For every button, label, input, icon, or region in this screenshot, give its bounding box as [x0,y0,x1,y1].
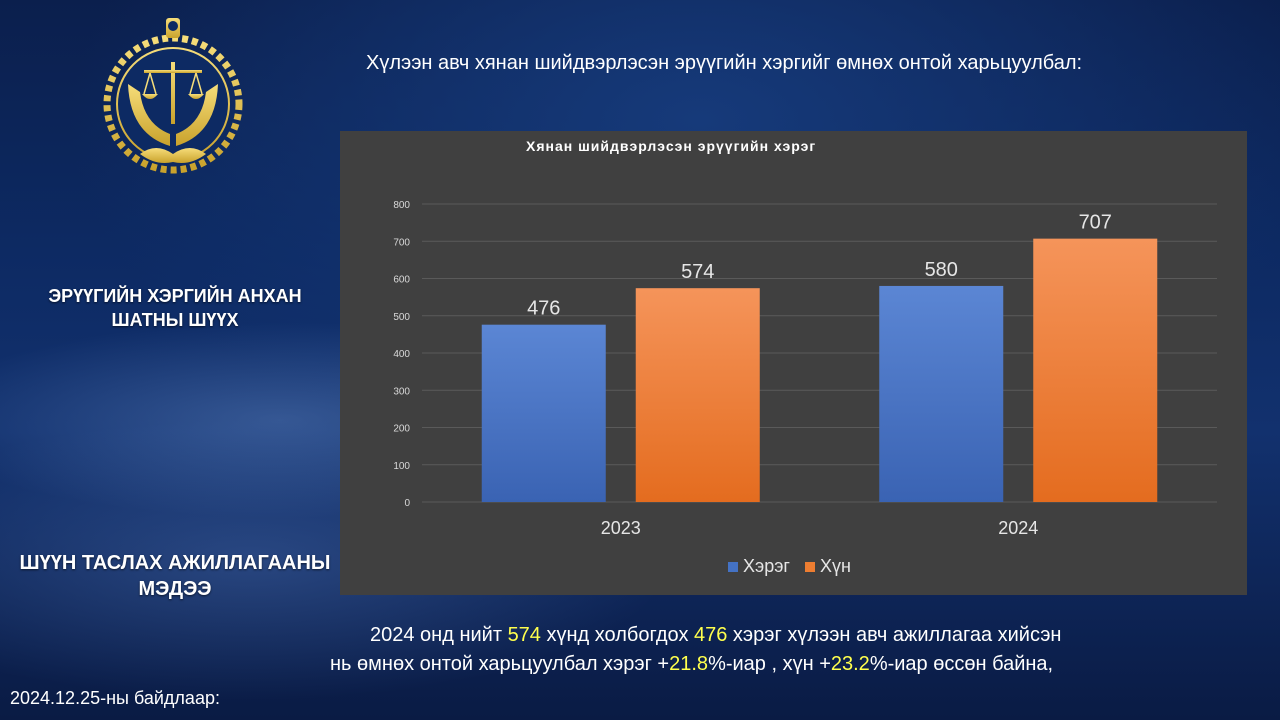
people-growth: 23.2 [830,653,870,675]
x-category-label: 2023 [601,518,641,538]
legend-swatch [728,562,738,572]
bar-хүн [635,288,760,502]
y-tick-label: 800 [393,200,410,211]
summary-part: хүнд холбогдох [540,624,694,646]
summary-part: 2024 онд нийт [370,624,508,646]
legend-label: Хүн [820,556,851,576]
chart-title: Хянан шийдвэрлэсэн эрүүгийн хэрэг [526,138,816,154]
summary-part: %-иар өссөн байна, [869,653,1054,675]
data-label: 574 [681,261,714,283]
people-count: 574 [507,624,541,646]
summary-line-2: нь өмнөх онтой харьцуулбал хэрэг +21.8%-… [330,653,1053,675]
summary-part: хэрэг хүлээн авч ажиллагаа хийсэн [727,624,1062,646]
y-tick-label: 700 [393,237,410,248]
y-tick-label: 300 [393,386,410,397]
chart-canvas: Хянан шийдвэрлэсэн эрүүгийн хэрэг 0 100 200… [393,138,1217,576]
page-headline: Хүлээн авч хянан шийдвэрлэсэн эрүүгийн х… [366,52,1083,74]
y-tick-label: 500 [393,312,410,323]
data-label: 580 [925,259,958,281]
bar-chart: Хянан шийдвэрлэсэн эрүүгийн хэрэг 0 100 200… [340,131,1247,595]
y-tick-label: 100 [393,461,410,472]
y-tick-label: 400 [393,349,410,360]
bar-хүн [1033,238,1158,502]
y-tick-label: 200 [393,424,410,435]
x-category-label: 2024 [998,518,1038,538]
data-label: 476 [527,298,560,320]
y-tick-label: 0 [404,498,410,509]
y-tick-label: 600 [393,275,410,286]
legend-label: Хэрэг [743,556,790,576]
summary-part: %-иар , хүн + [708,653,831,675]
bar-хэрэг [879,285,1004,502]
case-count: 476 [694,624,728,646]
report-title: ШҮҮН ТАСЛАХ АЖИЛЛАГААНЫ МЭДЭЭ [19,552,331,600]
date-note: 2024.12.25-ны байдлаар: [10,688,220,708]
court-emblem-logo [103,18,243,174]
summary-part: нь өмнөх онтой харьцуулбал хэрэг + [330,653,670,675]
case-growth: 21.8 [669,653,709,675]
summary-text: 2024 онд нийт 574 хүнд холбогдох 476 хэр… [330,621,1200,679]
summary-line-1: 2024 онд нийт 574 хүнд холбогдох 476 хэр… [330,621,1200,650]
bar-хэрэг [481,324,606,502]
court-name-title: ЭРҮҮГИЙН ХЭРГИЙН АНХАН ШАТНЫ ШҮҮХ [48,286,302,330]
legend-swatch [805,562,815,572]
data-label: 707 [1079,212,1112,234]
